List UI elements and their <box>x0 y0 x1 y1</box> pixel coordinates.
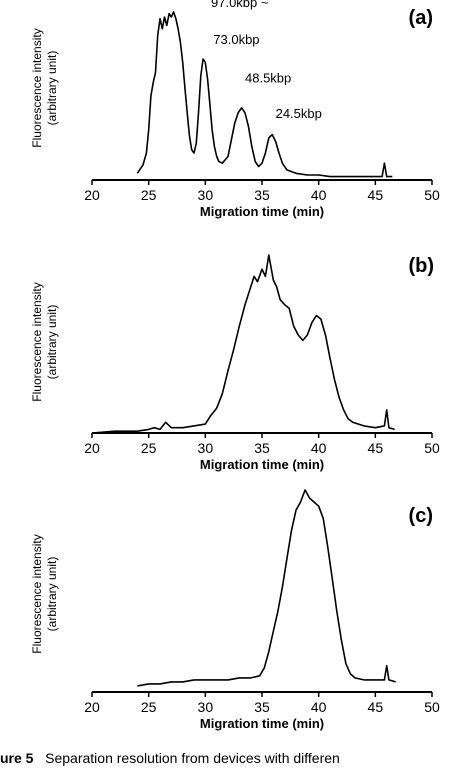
peak-label: 97.0kbp ~ <box>211 0 269 10</box>
x-tick-label: 40 <box>311 187 327 203</box>
x-tick-label: 40 <box>311 699 327 715</box>
x-tick-label: 30 <box>198 699 214 715</box>
x-tick-label: 45 <box>368 440 384 456</box>
caption-text: Separation resolution from devices with … <box>45 750 340 766</box>
peak-label: 24.5kbp <box>276 106 322 121</box>
panel-a: 20 25 30 35 40 45 50 Migration time (min) Fluore… <box>30 0 440 219</box>
y-axis-title-line: (arbitrary unit) <box>45 51 59 126</box>
x-axis-title: Migration time (min) <box>200 457 324 472</box>
panel-label: (b) <box>408 255 434 277</box>
x-tick-label: 25 <box>141 187 157 203</box>
x-tick-label: 45 <box>368 187 384 203</box>
peak-label: 73.0kbp <box>213 32 259 47</box>
trace-line <box>136 11 393 178</box>
panel-label: (a) <box>409 7 433 29</box>
x-tick-label: 20 <box>84 699 100 715</box>
y-axis-title-line: (arbitrary unit) <box>45 305 59 380</box>
peak-label: 48.5kbp <box>245 71 291 86</box>
x-tick-label: 25 <box>141 440 157 456</box>
x-tick-label: 35 <box>254 699 270 715</box>
caption-label: ure 5 <box>0 750 34 766</box>
trace-line <box>137 489 396 687</box>
x-tick-label: 40 <box>311 440 327 456</box>
x-tick-label: 35 <box>254 187 270 203</box>
panel-label: (c) <box>409 505 433 527</box>
x-axis-title: Migration time (min) <box>200 716 324 731</box>
x-tick-label: 50 <box>424 440 440 456</box>
x-tick-label: 20 <box>84 187 100 203</box>
y-axis-title-line: Fluorescence intensity <box>30 28 44 147</box>
x-tick-label: 25 <box>141 699 157 715</box>
x-tick-label: 50 <box>424 187 440 203</box>
y-axis-title-line: Fluorescence intensity <box>30 282 44 401</box>
panel-b: 20 25 30 35 40 45 50 Migration time (min) Fluore… <box>30 254 440 472</box>
figure-caption: ure 5 Separation resolution from devices… <box>0 748 474 768</box>
x-tick-label: 35 <box>254 440 270 456</box>
panel-c: 20 25 30 35 40 45 50 Migration time (min) Fluore… <box>30 489 440 731</box>
y-axis-title-line: (arbitrary unit) <box>45 557 59 632</box>
x-tick-label: 20 <box>84 440 100 456</box>
x-axis-title: Migration time (min) <box>200 204 324 219</box>
trace-line <box>91 254 395 434</box>
x-tick-label: 45 <box>368 699 384 715</box>
x-tick-label: 50 <box>424 699 440 715</box>
x-tick-label: 30 <box>198 440 214 456</box>
y-axis-title-line: Fluorescence intensity <box>30 534 44 653</box>
x-tick-label: 30 <box>198 187 214 203</box>
